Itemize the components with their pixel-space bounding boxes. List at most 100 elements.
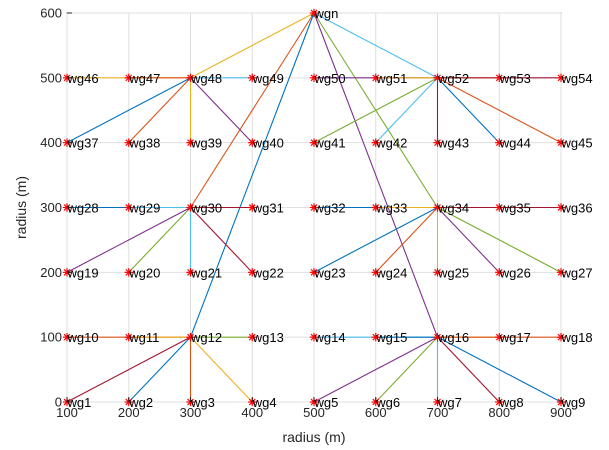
node-label-wg32: wg32 xyxy=(314,201,346,216)
edge-wg12-wg4 xyxy=(190,336,253,403)
node-label-wg24: wg24 xyxy=(375,265,407,280)
node-label-wg5: wg5 xyxy=(314,395,339,410)
node-label-wg48: wg48 xyxy=(190,71,222,86)
marker-wg43 xyxy=(433,138,442,147)
node-labels: wg1 wg2 wg3 wg4 wg5 wg6 wg7 wg8 wg9 wg10 wg11 wg12 w… xyxy=(67,6,593,410)
marker-wg51 xyxy=(371,73,380,83)
node-label-wg16: wg16 xyxy=(437,330,469,345)
y-tick-label: 400 xyxy=(40,135,62,150)
node-label-wg54: wg54 xyxy=(561,71,593,86)
node-markers xyxy=(62,8,566,407)
x-tick-label: 800 xyxy=(488,405,510,420)
edge-wgn-wg48 xyxy=(190,12,315,79)
y-tick-label: 200 xyxy=(40,265,62,280)
marker-wg31 xyxy=(248,203,257,212)
marker-wg13 xyxy=(248,332,257,342)
node-label-wg6: wg6 xyxy=(375,395,400,410)
edges xyxy=(66,12,562,403)
x-tick-label: 900 xyxy=(550,405,572,420)
marker-wg52 xyxy=(433,73,442,83)
node-label-wg47: wg47 xyxy=(128,71,160,86)
node-label-wg28: wg28 xyxy=(67,201,99,216)
node-label-wg18: wg18 xyxy=(561,330,593,345)
marker-wg12 xyxy=(186,332,195,342)
node-label-wg37: wg37 xyxy=(67,136,99,151)
x-tick-label: 100 xyxy=(56,405,78,420)
node-label-wg27: wg27 xyxy=(561,265,593,280)
node-label-wg19: wg19 xyxy=(67,265,99,280)
edge-wg30-wg19 xyxy=(66,207,191,273)
node-label-wg17: wg17 xyxy=(499,330,531,345)
node-label-wg44: wg44 xyxy=(499,136,531,151)
marker-wg39 xyxy=(186,138,195,147)
marker-wg32 xyxy=(309,203,319,212)
marker-wg48 xyxy=(186,73,195,83)
axis-ticks: 100 200 300 400 500 600 700 800 9000100200300400… xyxy=(40,6,572,421)
node-label-wg25: wg25 xyxy=(437,265,469,280)
y-tick-label: 300 xyxy=(40,200,62,215)
node-label-wg38: wg38 xyxy=(128,136,160,151)
node-label-wgn: wgn xyxy=(314,6,339,21)
node-label-wg12: wg12 xyxy=(190,330,222,345)
node-label-wg4: wg4 xyxy=(252,395,277,410)
node-label-wg51: wg51 xyxy=(375,71,407,86)
edge-wgn-wg52 xyxy=(313,12,438,79)
marker-wg22 xyxy=(248,268,257,277)
edge-wg30-wg22 xyxy=(190,207,253,273)
x-tick-label: 400 xyxy=(241,405,263,420)
x-tick-label: 500 xyxy=(303,405,325,420)
node-label-wg49: wg49 xyxy=(252,71,284,86)
node-label-wg11: wg11 xyxy=(128,330,159,345)
y-tick-label: 100 xyxy=(40,330,62,345)
marker-wg29 xyxy=(124,203,133,212)
node-label-wg9: wg9 xyxy=(561,395,586,410)
marker-wg49 xyxy=(248,73,257,83)
node-label-wg23: wg23 xyxy=(314,265,346,280)
node-label-wg1: wg1 xyxy=(67,395,92,410)
y-tick-label: 500 xyxy=(40,70,62,85)
edge-wg52-wg45 xyxy=(437,77,562,144)
marker-wg16 xyxy=(433,332,442,342)
x-tick-label: 600 xyxy=(365,405,387,420)
node-label-wg8: wg8 xyxy=(499,395,524,410)
edge-wg16-wg8 xyxy=(437,336,500,403)
marker-wg15 xyxy=(371,332,380,342)
edge-wgn-wg12 xyxy=(189,12,315,338)
node-label-wg2: wg2 xyxy=(128,395,153,410)
marker-wg36 xyxy=(556,203,566,212)
node-label-wg43: wg43 xyxy=(437,136,469,151)
node-label-wg29: wg29 xyxy=(128,201,160,216)
marker-wg54 xyxy=(556,73,566,83)
marker-wg18 xyxy=(556,332,566,342)
marker-wg35 xyxy=(495,203,504,212)
marker-wg40 xyxy=(248,138,257,147)
marker-wg50 xyxy=(309,73,319,83)
edge-wg12-wg1 xyxy=(66,336,191,403)
x-tick-label: 700 xyxy=(427,405,449,420)
node-label-wg45: wg45 xyxy=(561,136,593,151)
marker-wg45 xyxy=(556,138,566,147)
edge-wg34-wg26 xyxy=(437,207,500,273)
node-label-wg31: wg31 xyxy=(252,201,284,216)
node-label-wg36: wg36 xyxy=(561,201,593,216)
marker-wg14 xyxy=(309,332,319,342)
node-label-wg14: wg14 xyxy=(314,330,346,345)
marker-wg25 xyxy=(433,268,442,277)
edge-wg12-wg2 xyxy=(128,336,191,403)
marker-wg44 xyxy=(495,138,504,147)
edge-wg16-wg9 xyxy=(437,336,562,403)
marker-wg20 xyxy=(124,268,133,277)
marker-wg17 xyxy=(495,332,504,342)
marker-wg34 xyxy=(433,203,442,212)
marker-wg38 xyxy=(124,138,133,147)
edge-wg30-wg20 xyxy=(128,207,191,273)
node-label-wg53: wg53 xyxy=(499,71,531,86)
edge-wg34-wg24 xyxy=(375,207,438,273)
x-tick-label: 200 xyxy=(118,405,140,420)
marker-wg53 xyxy=(495,73,504,83)
marker-wg33 xyxy=(371,203,380,212)
edge-wg34-wg23 xyxy=(313,207,438,273)
edge-wg34-wg27 xyxy=(437,207,562,273)
y-axis-label: radius (m) xyxy=(13,176,29,239)
node-label-wg10: wg10 xyxy=(67,330,99,345)
